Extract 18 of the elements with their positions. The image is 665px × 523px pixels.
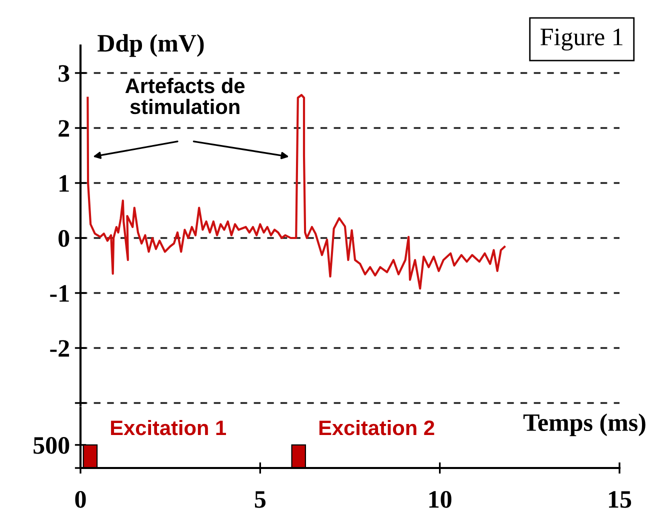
y-tick-label: 3 (58, 65, 70, 82)
line-series (86, 94, 506, 290)
annotation: Excitation 1 (111, 420, 226, 436)
x-tick-label: 5 (254, 491, 266, 508)
y-axis-title: Ddp (mV) (98, 34, 204, 57)
annotation: Excitation 2 (319, 420, 434, 436)
y-tick-label: 500 (34, 436, 70, 454)
x-tick-label: 15 (609, 491, 632, 508)
y-tick-label: 2 (58, 120, 70, 137)
x-tick-label: 0 (75, 490, 86, 508)
y-tick-label: 0 (58, 230, 70, 247)
chart-title: Figure 1 (540, 28, 622, 51)
x-tick-label: 10 (429, 490, 452, 508)
y-tick-label: 1 (60, 175, 69, 192)
y-tick-label: -2 (50, 340, 70, 357)
y-tick-label: -1 (50, 285, 69, 302)
annotation: Artefacts de stimulation (125, 78, 245, 114)
x-axis-title: Temps (ms) (523, 413, 646, 436)
